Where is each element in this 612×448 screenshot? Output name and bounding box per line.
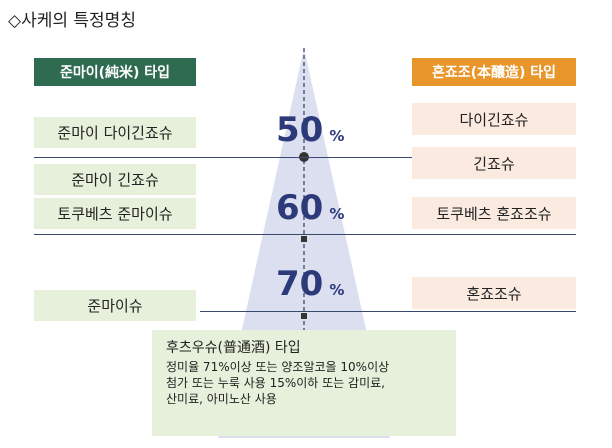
polish-ratio-70: 70 % (276, 264, 344, 304)
junmai-item: 준마이 다이긴죠슈 (34, 117, 196, 148)
level-line-60 (34, 234, 576, 235)
honjozo-header: 혼죠조(本釀造) 타입 (412, 58, 576, 86)
page-title: ◇사케의 특정명칭 (8, 11, 136, 31)
futsu-type-line: 산미료, 아미노산 사용 (166, 392, 277, 406)
honjozo-item: 다이긴죠슈 (412, 103, 576, 135)
futsu-type-box: 후츠우슈(普通酒) 타입 정미율 71%이상 또는 양조알코올 10%이상 첨가… (152, 330, 456, 436)
marker-square-70 (301, 313, 307, 319)
polish-ratio-value: 50 (276, 110, 324, 150)
level-line-70 (200, 311, 576, 312)
junmai-item: 준마이 긴죠슈 (34, 164, 196, 195)
polish-ratio-60: 60 % (276, 188, 344, 228)
junmai-header: 준마이(純米) 타입 (34, 58, 196, 86)
junmai-item: 준마이슈 (34, 290, 196, 321)
polish-ratio-unit: % (329, 127, 345, 145)
futsu-type-line: 첨가 또는 누룩 사용 15%이하 또는 감미료, (166, 376, 385, 390)
honjozo-item: 혼죠조슈 (412, 277, 576, 309)
level-line-50 (34, 157, 576, 158)
polish-ratio-unit: % (329, 205, 345, 223)
marker-square-60 (301, 236, 307, 242)
polish-ratio-50: 50 % (276, 110, 344, 150)
junmai-item: 토쿠베츠 준마이슈 (34, 198, 196, 229)
futsu-type-title: 후츠우슈(普通酒) 타입 (166, 340, 301, 356)
honjozo-item: 토쿠베츠 혼죠조슈 (412, 197, 576, 229)
honjozo-item: 긴죠슈 (412, 147, 576, 179)
futsu-type-line: 정미율 71%이상 또는 양조알코올 10%이상 (166, 360, 390, 374)
polish-ratio-value: 60 (276, 188, 324, 228)
polish-ratio-unit: % (329, 281, 345, 299)
polish-ratio-value: 70 (276, 264, 324, 304)
